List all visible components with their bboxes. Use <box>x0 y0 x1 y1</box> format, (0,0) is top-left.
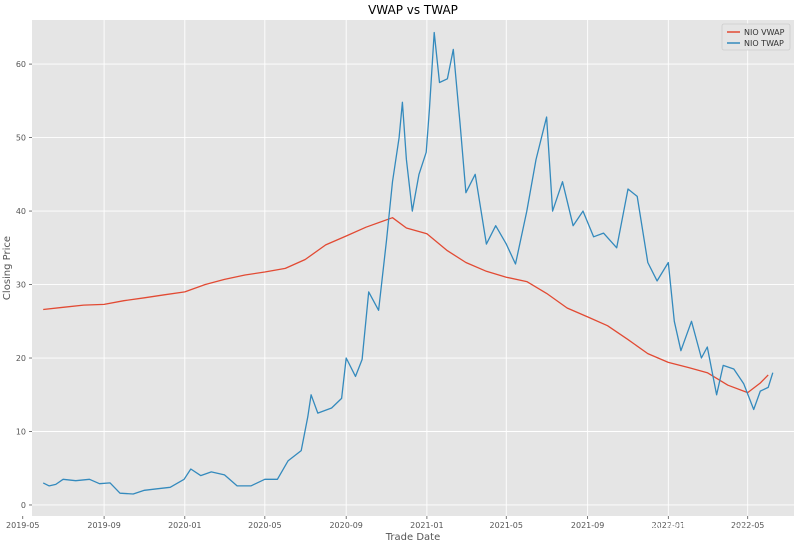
x-tick-label: 2022-01 <box>652 521 685 530</box>
y-tick-label: 0 <box>21 501 26 510</box>
x-tick-label: 2020-01 <box>168 521 201 530</box>
series-layer <box>42 31 774 495</box>
x-tick-label: 2021-01 <box>410 521 443 530</box>
series-line-nio-twap <box>42 31 774 495</box>
x-tick-label: 2020-09 <box>329 521 362 530</box>
plot-background <box>32 20 794 516</box>
y-tick-label: 40 <box>16 207 26 216</box>
legend-label-nio-twap: NIO TWAP <box>744 39 784 48</box>
legend: NIO VWAP NIO TWAP <box>721 23 791 51</box>
watermark: CSDN @卖山楂啦prss <box>632 520 745 534</box>
y-axis-ticks: 0 10 20 30 40 50 60 <box>16 60 32 510</box>
grid <box>22 20 794 516</box>
y-tick-label: 10 <box>16 427 26 436</box>
y-tick-label: 60 <box>16 60 26 69</box>
x-tick-label: 2020-05 <box>248 521 281 530</box>
watermark-url: www.aspphp.online <box>704 536 772 544</box>
y-axis-label: Closing Price <box>2 236 13 300</box>
x-tick-label: 2019-09 <box>87 521 120 530</box>
x-axis-ticks: 2019-05 2019-09 2020-01 2020-05 2020-09 2021-… <box>6 516 764 530</box>
series-line-nio-vwap <box>43 217 769 394</box>
x-axis-label: Trade Date <box>385 532 440 543</box>
x-tick-label: 2022-05 <box>731 521 764 530</box>
x-tick-label: 2019-05 <box>6 521 39 530</box>
x-tick-label: 2021-09 <box>571 521 604 530</box>
x-tick-label: 2021-05 <box>490 521 523 530</box>
legend-label-nio-vwap: NIO VWAP <box>744 28 785 37</box>
y-tick-label: 30 <box>16 281 26 290</box>
y-tick-label: 50 <box>16 134 26 143</box>
chart-title: VWAP vs TWAP <box>368 3 458 17</box>
y-tick-label: 20 <box>16 354 26 363</box>
